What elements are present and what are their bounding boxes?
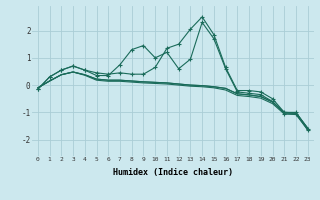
- X-axis label: Humidex (Indice chaleur): Humidex (Indice chaleur): [113, 168, 233, 177]
